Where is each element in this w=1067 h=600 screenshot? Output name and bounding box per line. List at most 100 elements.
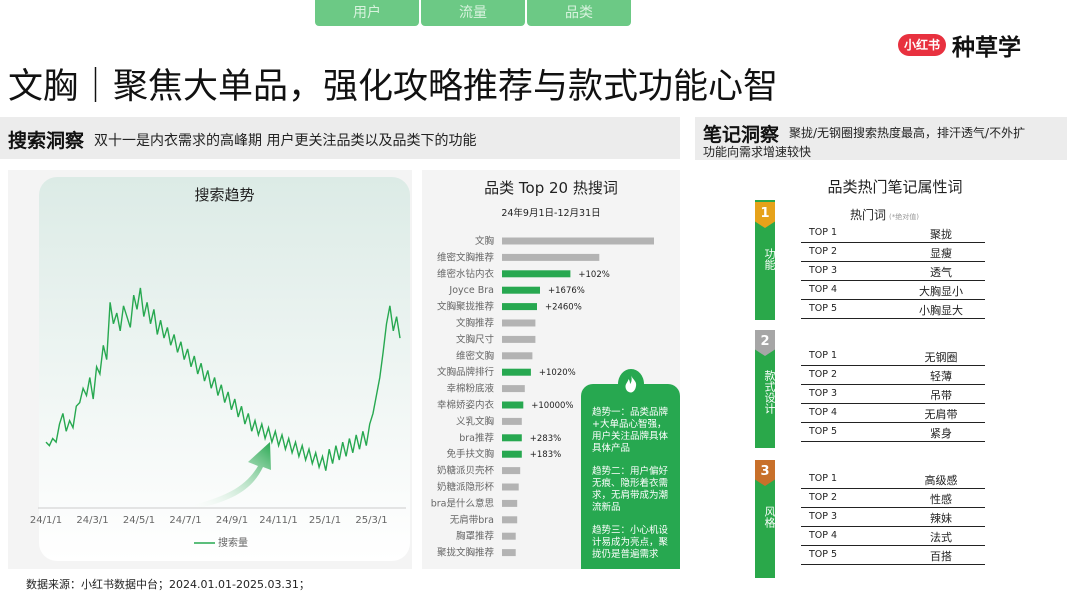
category-label-design: 款式设计 [763,370,776,414]
category-label-function: 功能 [763,248,776,270]
trend-x-tick: 24/7/1 [169,515,201,526]
bar-category-label: 文胸尺寸 [456,333,495,345]
rank-label: TOP 1 [809,473,838,484]
xiaohongshu-logo: 小红书 [898,34,946,56]
trend-x-tick: 24/9/1 [216,515,248,526]
trend-insight-2: 趋势二：用户偏好无痕、隐形着衣需求，无肩带成为潮流新品 [592,466,669,513]
trend-legend-label: 搜索量 [218,536,248,549]
hot-word: 辣妹 [930,512,952,525]
hot-word: 聚拢 [930,228,952,241]
bar-19 [502,532,516,540]
trend-x-tick: 24/3/1 [76,515,108,526]
hot-word: 无肩带 [924,408,958,421]
brand-name: 种草学 [952,35,1021,61]
category-badge-2: 2 [755,330,775,356]
bar-12 [502,417,522,425]
bar-4 [502,286,540,294]
function-row-4: TOP 4 大胸显小 [801,281,985,300]
rank-label: TOP 1 [809,350,838,361]
design-row-3: TOP 3 吊带 [801,385,985,404]
bar-15 [502,467,521,475]
note-insight-bar: 笔记洞察 聚拢/无钢圈搜索热度最高，排汗透气/不外扩 功能向需求增速较快 [695,117,1067,160]
bar-category-label: 无肩带bra [450,514,494,526]
design-row-5: TOP 5 紧身 [801,423,985,442]
trend-series-line [45,287,401,471]
trend-insight-1: 趋势一：品类品牌+大单品心智强，用户关注品牌具体具体产品 [592,407,669,454]
trend-x-tick: 24/5/1 [123,515,155,526]
hot-word: 吊带 [930,389,952,402]
trend-x-tick: 24/11/1 [259,515,298,526]
bar-18 [502,516,518,524]
note-insight-heading: 笔记洞察 [703,124,780,146]
bar-category-label: 文胸推荐 [456,317,495,329]
style-row-3: TOP 3 辣妹 [801,508,985,527]
flame-icon [625,375,637,393]
bar-category-label: bra是什么意思 [431,497,495,509]
bar-9 [502,368,531,376]
style-row-1: TOP 1 高级感 [801,470,985,489]
bar-category-label: 聚拢文胸推荐 [437,547,495,559]
trend-x-tick: 25/3/1 [355,515,387,526]
bar-6 [502,319,536,327]
bar-growth-label: +283% [530,434,561,444]
design-row-4: TOP 4 无肩带 [801,404,985,423]
trend-insight-text: 趋势一：品类品牌+大单品心智强，用户关注品牌具体具体产品 趋势二：用户偏好无痕、… [592,407,674,572]
bar-category-label: Joyce Bra [448,285,494,296]
bar-category-label: 胸罩推荐 [456,530,495,542]
bar-growth-label: +1676% [548,286,585,296]
trend-insight-3: 趋势三：小心机设计易成为亮点，聚拢仍是普遍需求 [592,525,669,560]
hot-word: 高级感 [924,474,958,487]
hot-word: 百搭 [930,550,952,563]
bar-2 [502,253,600,261]
style-row-4: TOP 4 法式 [801,527,985,546]
bar-category-label: 幸棉娇姿内衣 [437,399,495,411]
category-badge-3: 3 [755,460,775,486]
bar-growth-label: +10000% [531,401,573,411]
tab-category[interactable]: 品类 [527,0,631,26]
tab-traffic[interactable]: 流量 [421,0,525,26]
top20-date: 24年9月1日-12月31日 [501,208,601,219]
style-row-2: TOP 2 性感 [801,489,985,508]
hot-words-label: 热门词 [850,208,887,222]
bar-7 [502,335,536,343]
trend-x-tick: 25/1/1 [309,515,341,526]
bar-category-label: 文胸品牌排行 [437,366,495,378]
search-insight-heading: 搜索洞察 [8,130,85,152]
hot-word: 显瘦 [930,247,952,260]
rank-label: TOP 5 [809,303,838,314]
bar-growth-label: +2460% [545,303,582,313]
bar-5 [502,303,537,311]
rank-label: TOP 4 [809,407,838,418]
rank-label: TOP 5 [809,549,838,560]
page-title: 文胸｜聚焦大单品，强化攻略推荐与款式功能心智 [8,67,779,107]
bar-17 [502,499,518,507]
bar-category-label: 幸棉粉底液 [446,383,494,395]
hot-word: 无钢圈 [924,351,958,364]
function-row-2: TOP 2 显瘦 [801,243,985,262]
rank-label: TOP 4 [809,530,838,541]
search-trend-chart: 24/1/1 24/3/1 24/5/1 24/7/1 24/9/1 24/11/1 25/… [30,287,406,549]
bar-14 [502,450,522,458]
function-row-5: TOP 5 小胸显大 [801,300,985,319]
data-source-footer: 数据来源：小红书数据中台；2024.01.01-2025.03.31； [26,578,310,591]
rank-label: TOP 4 [809,284,838,295]
bar-category-label: 维密文胸推荐 [437,251,495,263]
bar-growth-label: +183% [530,450,561,460]
bar-13 [502,434,522,442]
hot-word: 小胸显大 [919,304,963,317]
rank-label: TOP 3 [809,388,838,399]
bar-20 [502,549,516,557]
bar-3 [502,270,571,278]
search-trend-title: 搜索趋势 [194,186,255,204]
tab-users[interactable]: 用户 [315,0,419,26]
rank-label: TOP 2 [809,492,838,503]
rank-label: TOP 3 [809,265,838,276]
note-insight-text-1: 聚拢/无钢圈搜索热度最高，排汗透气/不外扩 [789,126,1026,140]
hot-word: 紧身 [930,427,952,440]
design-row-2: TOP 2 轻薄 [801,366,985,385]
function-row-1: TOP 1 聚拢 [801,224,985,243]
bar-category-label: 文胸 [475,235,494,247]
rank-label: TOP 2 [809,246,838,257]
growth-arrow-icon [190,442,271,510]
